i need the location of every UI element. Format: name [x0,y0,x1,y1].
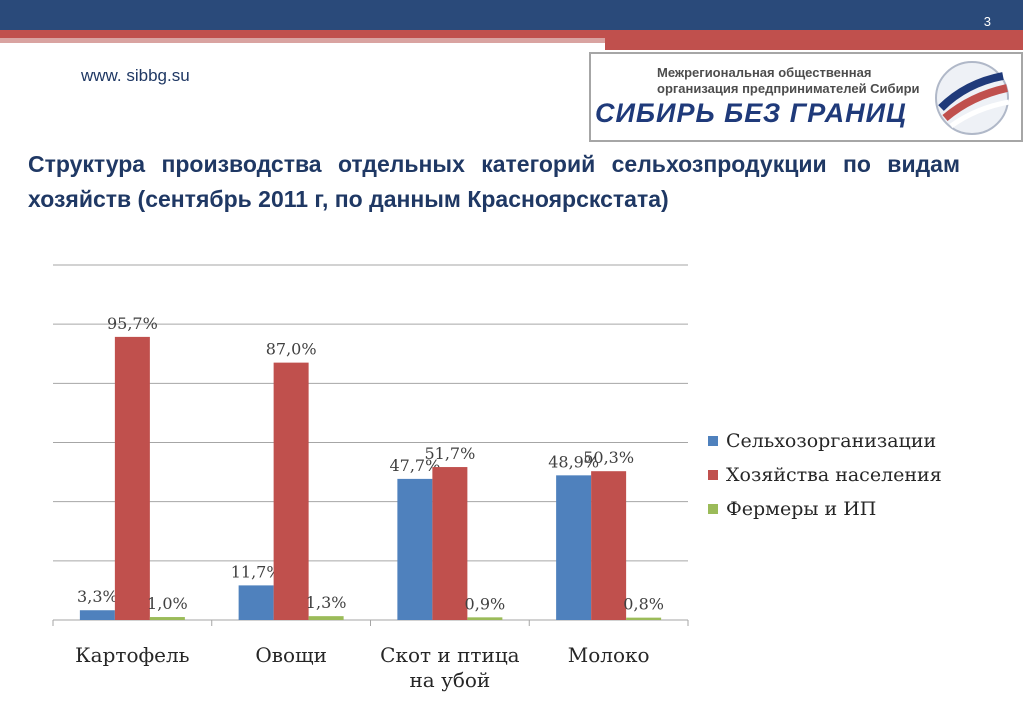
header-stripe-light [0,38,1023,43]
x-tick-label: Картофель [75,643,190,667]
bar-2 [591,471,627,620]
bar-2 [114,336,150,620]
legend-label: Сельхозорганизации [726,430,936,452]
data-label: 87,0% [266,340,317,359]
data-label: 3,3% [77,587,118,606]
data-label: 95,7% [107,314,158,333]
logo-name: СИБИРЬ БЕЗ ГРАНИЦ [595,98,907,128]
bar-2 [432,467,468,620]
x-tick-label: Овощи [255,643,327,667]
bar-3 [626,617,662,620]
data-label: 50,3% [583,448,634,467]
logo: Межрегиональная общественная организация… [589,52,1023,142]
legend-swatch [708,470,718,480]
data-label: 0,9% [465,594,506,613]
legend-label: Хозяйства населения [726,464,942,486]
data-label: 48,9% [548,452,599,471]
bar-1 [397,478,433,620]
logo-subtitle-line2: организация предпринимателей Сибири [657,81,920,96]
bar-1 [556,475,592,620]
bar-1 [238,585,274,620]
site-url[interactable]: www. sibbg.su [81,66,190,85]
x-tick-label: на убой [409,668,490,692]
logo-subtitle-line1: Межрегиональная общественная [657,65,872,80]
data-label: 0,8% [623,595,664,614]
data-label: 51,7% [424,444,475,463]
data-label: 1,0% [147,594,188,613]
x-tick-label: Скот и птица [380,643,520,667]
bar-1 [79,610,115,620]
legend-swatch [708,436,718,446]
data-label: 1,3% [306,593,347,612]
page-number: 3 [983,14,991,29]
slide-title: Структура производства отдельных категор… [28,151,960,212]
logo-emblem-icon [935,61,1010,135]
bar-2 [273,362,309,620]
bar-3 [308,616,344,620]
legend-label: Фермеры и ИП [726,498,876,520]
legend-swatch [708,504,718,514]
header-stripe [0,30,1023,38]
bar-3 [149,617,185,620]
x-tick-label: Молоко [568,643,650,667]
header-stripe-right [605,38,1023,50]
data-label: 47,7% [389,456,440,475]
bar-3 [467,617,503,620]
data-label: 11,7% [231,562,282,581]
header-band [0,0,1023,30]
